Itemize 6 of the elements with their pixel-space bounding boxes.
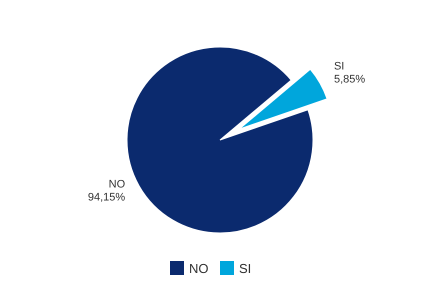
slice-label: SI <box>334 60 344 72</box>
data-label: 94,15% <box>88 192 126 204</box>
slice-label: NO <box>108 178 126 191</box>
data-label: 5,85% <box>334 73 366 86</box>
legend-label: NO <box>189 261 208 276</box>
legend-label: SI <box>239 261 252 276</box>
